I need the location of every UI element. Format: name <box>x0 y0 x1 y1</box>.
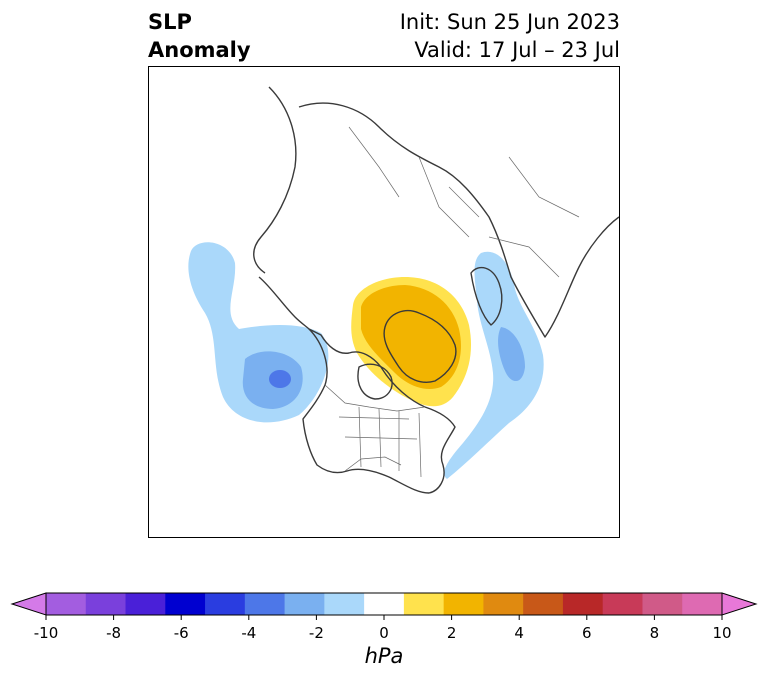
us-mexico-border <box>344 456 402 472</box>
pacific-low-core <box>269 370 291 388</box>
us-state-borders <box>338 406 422 478</box>
colorbar-tick-label: -6 <box>174 624 189 642</box>
colorbar-segment <box>682 593 723 615</box>
title-line-2: Anomaly <box>148 38 251 62</box>
map-panel <box>148 66 620 538</box>
eurasia-borders <box>348 126 580 278</box>
colorbar-segment <box>244 593 286 615</box>
colorbar-tick-label: -4 <box>241 624 256 642</box>
colorbar-segment <box>165 593 206 615</box>
init-date: Init: Sun 25 Jun 2023 <box>399 10 620 34</box>
siberia-coast <box>253 86 297 274</box>
coastlines <box>253 86 619 494</box>
eurasia-coast <box>298 102 619 338</box>
map-canvas <box>188 86 619 494</box>
valid-range: Valid: 17 Jul – 23 Jul <box>414 38 620 62</box>
atlantic-low-contour-2 <box>498 327 525 382</box>
colorbar-segment <box>324 593 365 615</box>
country-borders <box>324 126 580 478</box>
colorbar-segments <box>46 593 723 615</box>
colorbar-tick-label: 2 <box>447 624 457 642</box>
colorbar-extend-low <box>10 592 47 616</box>
greenland-high-contour-2 <box>361 285 461 390</box>
colorbar-segment <box>523 593 564 615</box>
colorbar-segment <box>125 593 166 615</box>
us-canada-border <box>324 384 426 412</box>
colorbar-tick-label: -10 <box>34 624 59 642</box>
colorbar-segment <box>642 593 683 615</box>
colorbar-segment <box>364 593 405 615</box>
colorbar-segment <box>483 593 524 615</box>
title-line-1: SLP <box>148 10 192 34</box>
colorbar-tick-label: -2 <box>309 624 324 642</box>
colorbar-segment <box>443 593 484 615</box>
date-info: Init: Sun 25 Jun 2023 Valid: 17 Jul – 23… <box>400 8 620 64</box>
colorbar-segment <box>205 593 246 615</box>
colorbar-segment <box>284 593 325 615</box>
greenland-high-anomaly <box>351 277 472 407</box>
colorbar-segment <box>85 593 127 615</box>
greenland-coast <box>383 309 457 383</box>
alaska-coast <box>258 276 310 330</box>
map-title: SLP Anomaly <box>148 8 251 64</box>
colorbar: -10 -8 -6 -4 -2 0 2 4 6 8 10 <box>10 592 758 642</box>
hudson-bay <box>357 363 393 400</box>
colorbar-unit: hPa <box>364 644 404 668</box>
colorbar-extend-high <box>721 592 758 616</box>
pacific-low-anomaly <box>188 242 329 423</box>
colorbar-tick-label: 4 <box>514 624 524 642</box>
colorbar-tick-label: 6 <box>582 624 592 642</box>
scandinavia-coast <box>470 266 503 326</box>
colorbar-tick-label: 10 <box>712 624 731 642</box>
colorbar-tick-label: 8 <box>650 624 660 642</box>
colorbar-ticks: -10 -8 -6 -4 -2 0 2 4 6 8 10 <box>34 615 732 642</box>
colorbar-segment <box>403 593 445 615</box>
colorbar-tick-label: -8 <box>106 624 121 642</box>
colorbar-segment <box>562 593 604 615</box>
colorbar-segment <box>46 593 87 615</box>
atlantic-low-anomaly <box>444 251 544 479</box>
colorbar-tick-label: 0 <box>379 624 389 642</box>
atlantic-low-contour-1 <box>444 251 544 479</box>
colorbar-segment <box>602 593 643 615</box>
